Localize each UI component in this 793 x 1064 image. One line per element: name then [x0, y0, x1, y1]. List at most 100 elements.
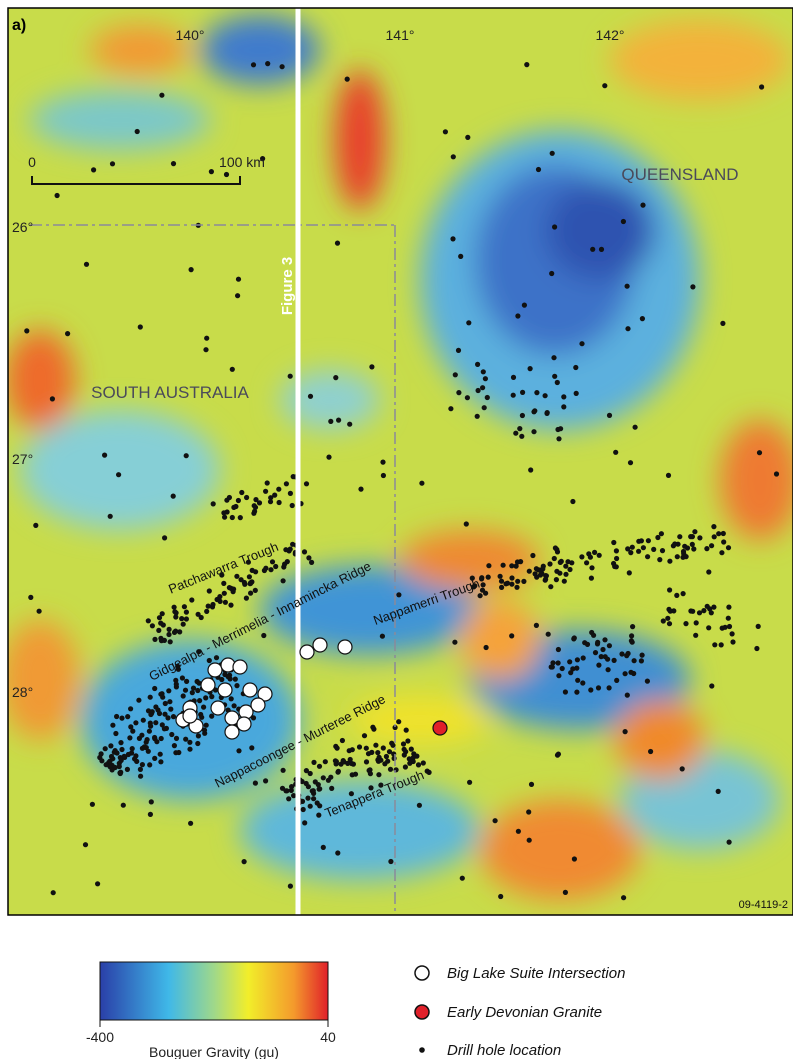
- drill-hole: [640, 653, 645, 658]
- drill-hole: [51, 890, 56, 895]
- drill-hole: [419, 481, 424, 486]
- drill-hole: [221, 581, 226, 586]
- drill-hole: [481, 369, 486, 374]
- drill-hole: [224, 498, 229, 503]
- drill-hole: [672, 541, 677, 546]
- drill-hole: [706, 625, 711, 630]
- drill-hole: [119, 716, 124, 721]
- drill-hole: [146, 749, 151, 754]
- drill-hole: [515, 559, 520, 564]
- drill-hole: [443, 129, 448, 134]
- drill-hole: [607, 413, 612, 418]
- drill-hole: [475, 414, 480, 419]
- drill-hole: [167, 699, 172, 704]
- drill-hole: [509, 582, 514, 587]
- legend: Big Lake Suite Intersection Early Devoni…: [415, 965, 625, 1059]
- drill-hole: [265, 480, 270, 485]
- drill-hole: [253, 569, 258, 574]
- drill-hole: [171, 714, 176, 719]
- drill-hole: [602, 637, 607, 642]
- drill-hole: [239, 490, 244, 495]
- drill-hole: [204, 609, 209, 614]
- drill-hole: [675, 554, 680, 559]
- drill-hole: [369, 750, 374, 755]
- drill-hole: [222, 591, 227, 596]
- drill-hole: [719, 550, 724, 555]
- drill-hole: [465, 395, 470, 400]
- drill-hole: [288, 491, 293, 496]
- drill-hole: [113, 731, 118, 736]
- drill-hole: [614, 678, 619, 683]
- big-lake-intersection: [218, 683, 232, 697]
- drill-hole: [550, 151, 555, 156]
- drill-hole: [514, 585, 519, 590]
- drill-hole: [651, 547, 656, 552]
- drill-hole: [530, 553, 535, 558]
- big-lake-intersection: [300, 645, 314, 659]
- drill-hole: [719, 642, 724, 647]
- drill-hole: [521, 579, 526, 584]
- drill-hole: [364, 759, 369, 764]
- drill-hole: [579, 341, 584, 346]
- drill-hole: [534, 390, 539, 395]
- drill-hole: [335, 850, 340, 855]
- drill-hole: [190, 690, 195, 695]
- drill-hole: [262, 568, 267, 573]
- drill-hole: [149, 799, 154, 804]
- drill-hole: [196, 733, 201, 738]
- drill-hole: [309, 560, 314, 565]
- drill-hole: [152, 686, 157, 691]
- drill-hole: [632, 658, 637, 663]
- drill-hole: [730, 639, 735, 644]
- drill-hole: [683, 621, 688, 626]
- drill-hole: [282, 562, 287, 567]
- drill-hole: [561, 404, 566, 409]
- drill-hole: [317, 803, 322, 808]
- drill-hole: [526, 809, 531, 814]
- drill-hole: [214, 655, 219, 660]
- drill-hole: [612, 564, 617, 569]
- drill-hole: [323, 759, 328, 764]
- drill-hole: [230, 515, 235, 520]
- drill-hole: [556, 673, 561, 678]
- drill-hole: [187, 740, 192, 745]
- drill-hole: [448, 406, 453, 411]
- drill-hole: [65, 331, 70, 336]
- drill-hole: [308, 804, 313, 809]
- drill-hole: [159, 93, 164, 98]
- legend-label: Big Lake Suite Intersection: [447, 965, 625, 982]
- drill-hole: [607, 643, 612, 648]
- drill-hole: [168, 707, 173, 712]
- drill-hole: [565, 559, 570, 564]
- drill-hole: [482, 405, 487, 410]
- big-lake-intersection: [237, 717, 251, 731]
- big-lake-intersection: [243, 683, 257, 697]
- latitude-label: 27°: [12, 451, 33, 467]
- drill-hole: [165, 715, 170, 720]
- drill-hole: [168, 639, 173, 644]
- drill-hole: [118, 755, 123, 760]
- drill-hole: [626, 651, 631, 656]
- drill-hole: [623, 729, 628, 734]
- drill-hole: [128, 706, 133, 711]
- drill-hole: [528, 366, 533, 371]
- drill-hole: [486, 563, 491, 568]
- drill-hole: [606, 667, 611, 672]
- drill-hole: [607, 685, 612, 690]
- drill-hole: [720, 626, 725, 631]
- drill-hole: [513, 431, 518, 436]
- drill-hole: [232, 703, 237, 708]
- drill-hole: [612, 658, 617, 663]
- drill-hole: [547, 561, 552, 566]
- drill-hole: [357, 744, 362, 749]
- drill-hole: [146, 618, 151, 623]
- drill-hole: [288, 884, 293, 889]
- drill-hole: [242, 859, 247, 864]
- drill-hole: [580, 680, 585, 685]
- drill-hole: [451, 154, 456, 159]
- drill-hole: [147, 762, 152, 767]
- drill-hole: [602, 83, 607, 88]
- scale-start: 0: [28, 154, 36, 170]
- drill-hole: [333, 375, 338, 380]
- drill-hole: [694, 620, 699, 625]
